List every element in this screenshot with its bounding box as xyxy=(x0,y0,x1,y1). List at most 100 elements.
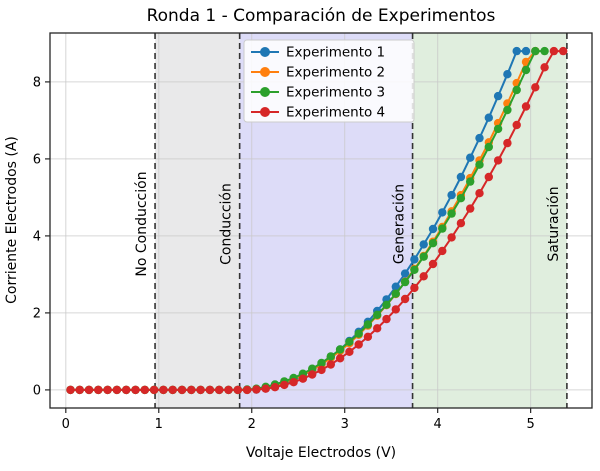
data-point-marker xyxy=(363,320,373,329)
data-point-marker xyxy=(326,360,335,369)
plot-border xyxy=(49,32,593,409)
data-point-marker xyxy=(475,133,484,143)
legend-label: Experimento 2 xyxy=(286,65,385,81)
region-label-3: Saturación xyxy=(546,186,562,261)
data-point-marker xyxy=(382,300,391,309)
data-point-marker xyxy=(484,172,493,182)
legend-label: Experimento 4 xyxy=(286,105,385,121)
data-point-marker xyxy=(512,120,521,130)
data-point-marker xyxy=(438,224,447,233)
data-point-marker xyxy=(447,233,456,242)
x-tick-label: 5 xyxy=(527,417,535,432)
data-point-marker xyxy=(242,385,252,395)
data-point-marker xyxy=(391,305,400,314)
data-point-marker xyxy=(400,294,410,304)
data-point-marker xyxy=(289,378,298,387)
data-point-marker xyxy=(531,83,540,92)
data-point-marker xyxy=(122,385,131,395)
data-point-marker xyxy=(512,85,521,95)
data-point-marker xyxy=(215,385,224,395)
x-tick-label: 2 xyxy=(248,417,256,432)
data-point-marker xyxy=(438,246,447,256)
data-point-marker xyxy=(233,385,242,395)
data-point-marker xyxy=(317,358,326,368)
region-label-0: No Conducción xyxy=(134,171,150,276)
data-point-marker xyxy=(159,385,168,395)
legend-marker-sample xyxy=(260,47,270,57)
data-point-marker xyxy=(493,156,503,165)
data-point-marker xyxy=(112,385,122,395)
data-point-marker xyxy=(298,374,308,383)
data-point-marker xyxy=(168,385,177,395)
series-4 xyxy=(66,46,568,395)
data-point-marker xyxy=(317,365,326,375)
data-point-marker xyxy=(66,385,75,395)
data-point-marker xyxy=(196,385,205,395)
data-point-marker xyxy=(270,383,280,392)
data-point-marker xyxy=(84,385,94,395)
data-point-marker xyxy=(308,370,317,379)
x-axis-label: Voltaje Electrodos (V) xyxy=(246,445,396,461)
data-point-marker xyxy=(400,277,410,287)
data-point-marker xyxy=(326,352,335,361)
data-point-marker xyxy=(410,255,419,264)
data-point-marker xyxy=(261,384,270,393)
data-point-marker xyxy=(187,385,196,395)
data-point-marker xyxy=(438,208,447,217)
region-band-0 xyxy=(155,33,240,408)
data-point-marker xyxy=(466,204,475,213)
data-point-marker xyxy=(335,345,345,354)
data-point-marker xyxy=(493,124,503,134)
x-tick-label: 1 xyxy=(155,417,163,432)
x-tick-label: 3 xyxy=(341,417,349,432)
data-point-marker xyxy=(531,46,540,56)
data-point-marker xyxy=(540,63,549,72)
data-point-marker xyxy=(177,385,187,395)
data-point-marker xyxy=(512,46,521,56)
data-point-marker xyxy=(419,272,428,281)
legend-marker-sample xyxy=(260,67,270,77)
data-point-marker xyxy=(549,46,559,56)
data-point-marker xyxy=(428,259,438,269)
data-point-marker xyxy=(503,70,512,79)
data-point-marker xyxy=(419,252,428,261)
data-point-marker xyxy=(447,209,456,218)
legend-item-3: Experimento 3 xyxy=(251,85,385,101)
y-tick-label: 2 xyxy=(33,306,41,321)
data-point-marker xyxy=(335,354,345,363)
data-point-marker xyxy=(456,194,466,203)
legend: Experimento 1 Experimento 2 Experimento 3 E… xyxy=(243,39,415,123)
data-point-marker xyxy=(475,160,484,169)
y-tick-label: 8 xyxy=(33,75,41,90)
region-band-2 xyxy=(412,33,567,408)
data-point-marker xyxy=(400,269,410,278)
data-point-marker xyxy=(428,224,438,234)
data-point-marker xyxy=(521,46,531,56)
legend-label: Experimento 1 xyxy=(286,45,385,61)
legend-item-4: Experimento 4 xyxy=(251,105,385,121)
data-point-marker xyxy=(363,332,373,341)
data-point-marker xyxy=(410,283,419,293)
data-point-marker xyxy=(373,310,382,319)
region-label-1: Conducción xyxy=(219,183,235,265)
data-point-marker xyxy=(456,219,466,228)
data-point-marker xyxy=(131,385,140,395)
data-point-marker xyxy=(503,138,512,148)
data-point-marker xyxy=(391,282,400,291)
data-point-marker xyxy=(354,329,363,338)
data-point-marker xyxy=(456,172,466,182)
legend-marker-sample xyxy=(260,107,270,117)
data-point-marker xyxy=(354,340,363,349)
data-point-marker xyxy=(428,239,438,248)
data-point-marker xyxy=(410,265,419,274)
data-point-marker xyxy=(493,91,503,101)
x-tick-label: 0 xyxy=(62,417,70,432)
legend-marker-sample xyxy=(260,87,270,97)
data-point-marker xyxy=(382,314,391,324)
data-point-marker xyxy=(140,385,149,395)
data-point-marker xyxy=(345,347,354,356)
y-tick-label: 0 xyxy=(33,383,41,398)
data-point-marker xyxy=(75,385,84,395)
